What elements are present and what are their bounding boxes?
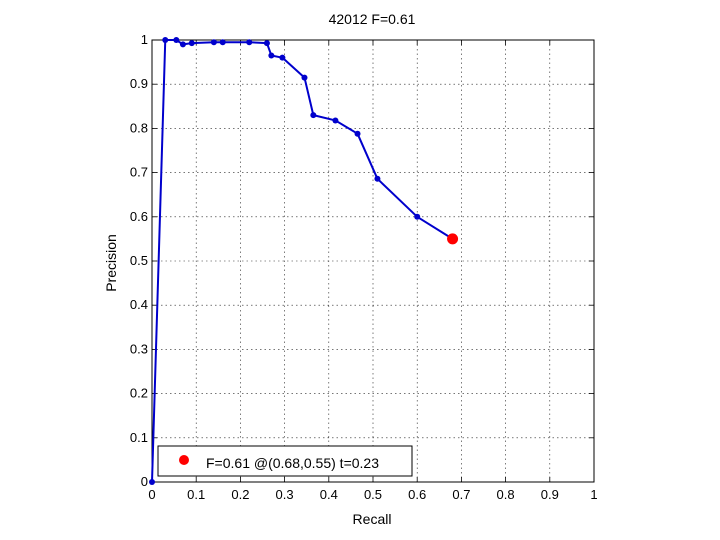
- x-axis-label: Recall: [353, 511, 392, 527]
- data-point: [374, 175, 381, 182]
- y-tick-label: 0.3: [130, 341, 148, 356]
- y-tick-label: 0.2: [130, 386, 148, 401]
- y-tick-label: 0.5: [130, 253, 148, 268]
- series-layer: [149, 37, 459, 485]
- data-point: [268, 52, 275, 59]
- y-tick-label: 0.1: [130, 430, 148, 445]
- y-tick-label: 0.9: [130, 76, 148, 91]
- data-point: [279, 54, 286, 61]
- data-point: [332, 117, 339, 124]
- y-tick-label: 1: [141, 32, 148, 47]
- y-tick-label: 0: [141, 474, 148, 489]
- data-point: [188, 40, 195, 47]
- x-tick-label: 0.2: [231, 487, 249, 502]
- data-point: [173, 37, 180, 43]
- y-tick-label: 0.6: [130, 209, 148, 224]
- best-f-point: [447, 233, 459, 245]
- legend-box: F=0.61 @(0.68,0.55) t=0.23: [157, 445, 413, 477]
- legend-entry-label: F=0.61 @(0.68,0.55) t=0.23: [206, 455, 379, 471]
- data-point: [414, 213, 421, 220]
- legend-marker: [179, 455, 189, 465]
- data-point: [301, 74, 308, 81]
- x-tick-label: 1: [590, 487, 597, 502]
- x-tick-label: 0.7: [452, 487, 470, 502]
- chart-title: 42012 F=0.61: [329, 11, 416, 27]
- data-point: [354, 130, 361, 137]
- legend-frame: [157, 445, 413, 477]
- y-tick-label: 0.7: [130, 165, 148, 180]
- data-point: [246, 39, 253, 46]
- x-tick-label: 0.1: [187, 487, 205, 502]
- data-point: [310, 112, 317, 119]
- x-tick-label: 0.8: [497, 487, 515, 502]
- x-tick-label: 0: [148, 487, 155, 502]
- y-tick-label: 0.4: [130, 297, 148, 312]
- y-tick-label: 0.8: [130, 120, 148, 135]
- grid-layer: [152, 40, 594, 482]
- x-tick-label: 0.3: [276, 487, 294, 502]
- data-point: [179, 41, 186, 48]
- data-point: [149, 479, 155, 485]
- data-point: [210, 39, 217, 46]
- x-tick-label: 0.5: [364, 487, 382, 502]
- data-point: [263, 40, 270, 47]
- x-tick-label: 0.9: [541, 487, 559, 502]
- data-point: [219, 39, 226, 46]
- x-tick-label: 0.4: [320, 487, 338, 502]
- y-axis-label: Precision: [103, 234, 119, 292]
- x-tick-label: 0.6: [408, 487, 426, 502]
- tick-layer: 0 0.1 0.2 0.3 0.4 0.5 0.6 0.7 0.8 0.9 1 0 0.1 0.2 0.3 0…: [130, 32, 598, 502]
- data-point: [162, 37, 169, 43]
